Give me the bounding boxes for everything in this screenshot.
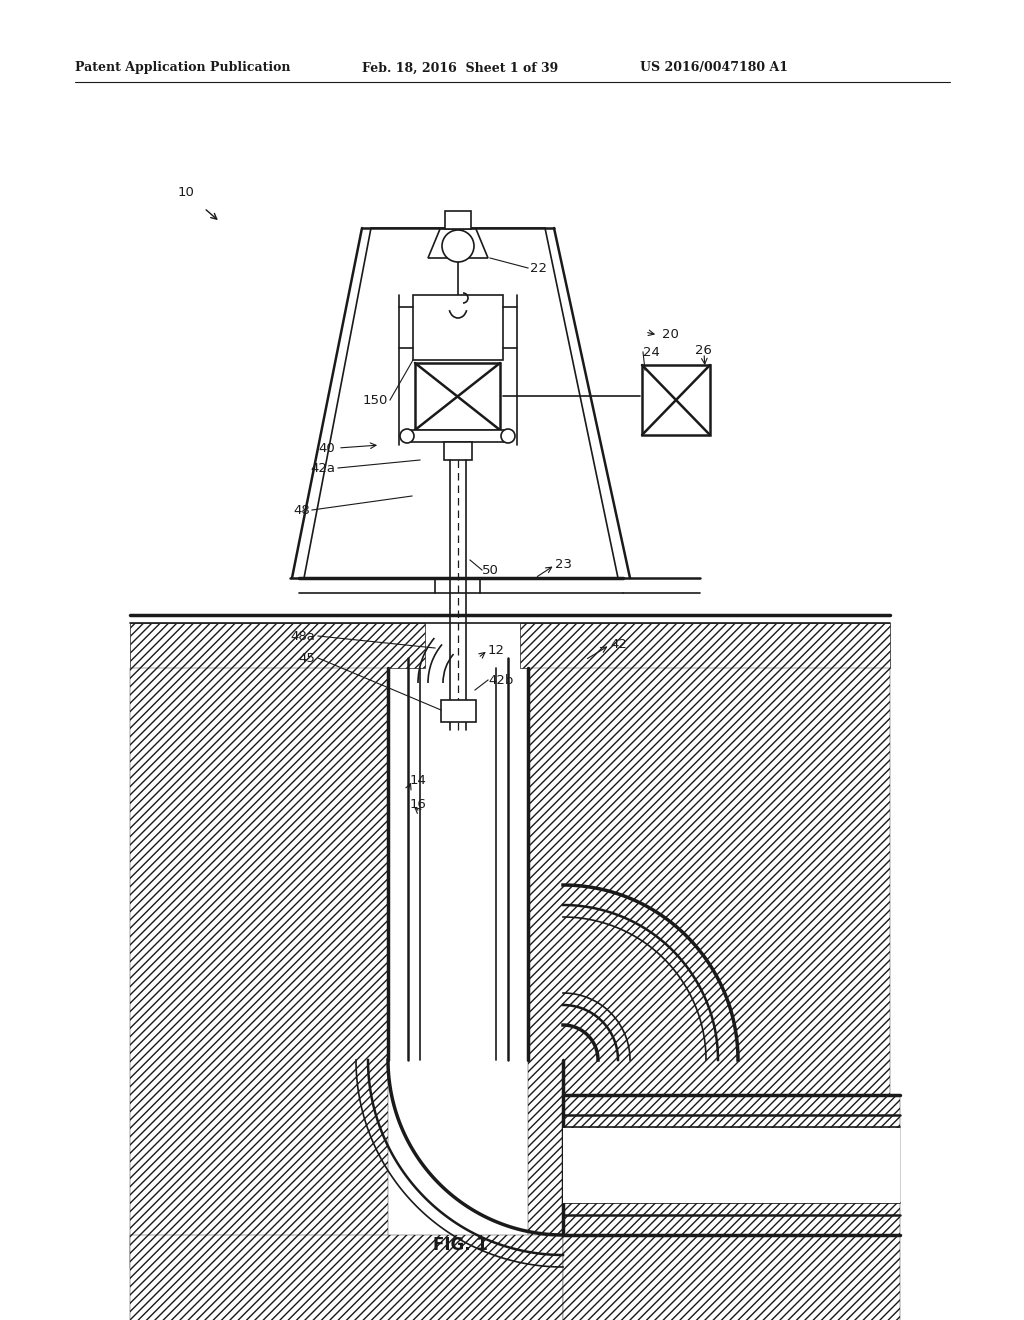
Bar — [130, 668, 388, 1269]
Bar — [563, 1129, 900, 1203]
Bar — [410, 430, 505, 442]
Text: 20: 20 — [662, 329, 679, 342]
Text: 26: 26 — [695, 343, 712, 356]
Bar — [130, 1236, 563, 1320]
Bar — [444, 442, 472, 459]
Text: 12: 12 — [488, 644, 505, 656]
Circle shape — [400, 429, 414, 444]
Bar — [642, 366, 710, 436]
Text: 42a: 42a — [310, 462, 335, 474]
Text: 16: 16 — [410, 799, 427, 812]
Circle shape — [501, 429, 515, 444]
Text: 24: 24 — [643, 346, 659, 359]
Text: Feb. 18, 2016  Sheet 1 of 39: Feb. 18, 2016 Sheet 1 of 39 — [362, 62, 558, 74]
Bar — [415, 363, 500, 430]
Bar — [130, 623, 425, 668]
Text: 48a: 48a — [290, 630, 315, 643]
Text: 23: 23 — [555, 558, 572, 572]
Bar — [528, 668, 890, 1269]
Bar — [445, 211, 471, 228]
Bar — [520, 623, 890, 668]
Text: 48: 48 — [293, 503, 310, 516]
Text: US 2016/0047180 A1: US 2016/0047180 A1 — [640, 62, 788, 74]
Text: 42: 42 — [610, 639, 627, 652]
Bar — [413, 294, 503, 360]
Text: Patent Application Publication: Patent Application Publication — [75, 62, 291, 74]
Text: 14: 14 — [410, 774, 427, 787]
Text: FIG. 1: FIG. 1 — [432, 1236, 487, 1254]
Text: 150: 150 — [362, 393, 388, 407]
Bar — [563, 1096, 900, 1320]
Text: 45: 45 — [298, 652, 315, 664]
Text: 40: 40 — [318, 441, 335, 454]
Circle shape — [442, 230, 474, 261]
Text: 42b: 42b — [488, 673, 513, 686]
Text: 10: 10 — [178, 186, 195, 198]
Text: 50: 50 — [482, 564, 499, 577]
Bar — [441, 700, 476, 722]
Polygon shape — [428, 228, 488, 257]
Text: 22: 22 — [530, 261, 547, 275]
